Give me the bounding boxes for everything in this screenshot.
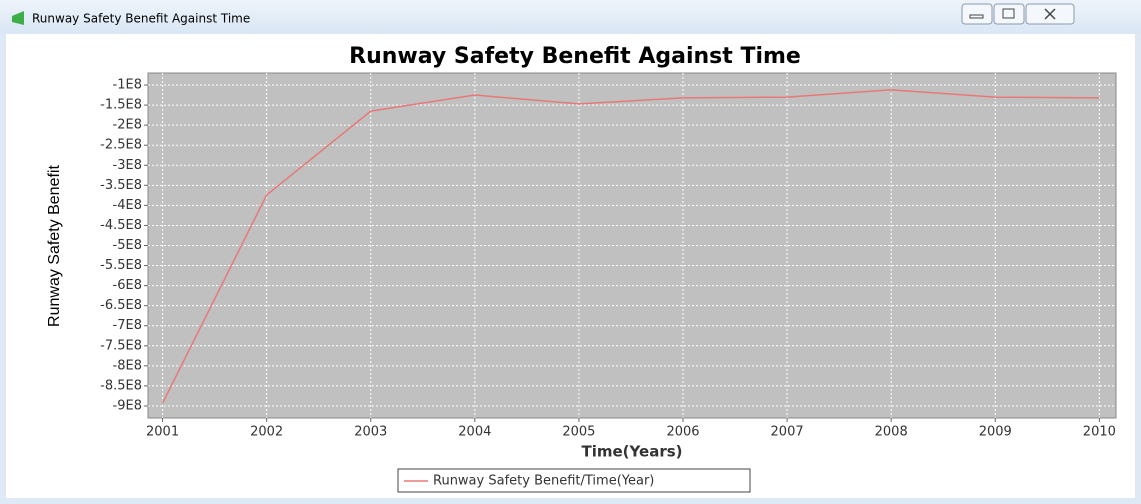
x-tick-label: 2004 — [458, 425, 491, 440]
y-tick-label: -3E8 — [113, 158, 142, 173]
window-title: Runway Safety Benefit Against Time — [32, 12, 250, 26]
y-tick-label: -4.5E8 — [100, 218, 142, 233]
x-tick-label: 2007 — [771, 425, 804, 440]
data-line — [161, 89, 1100, 404]
y-tick-label: -5.5E8 — [100, 258, 142, 273]
chart-title: Runway Safety Benefit Against Time — [349, 44, 801, 69]
x-tick-label: 2008 — [875, 425, 908, 440]
y-tick-label: -3.5E8 — [100, 178, 142, 193]
maximize-button[interactable] — [993, 3, 1025, 25]
y-tick-label: -7E8 — [113, 318, 142, 333]
title-bar — [0, 0, 1141, 34]
y-tick-label: -1.5E8 — [100, 98, 142, 113]
y-tick-label: -8.5E8 — [100, 378, 142, 393]
x-tick-label: 2001 — [146, 425, 179, 440]
y-tick-label: -4E8 — [113, 198, 142, 213]
y-tick-label: -7.5E8 — [100, 338, 142, 353]
y-tick-label: -1E8 — [113, 78, 142, 93]
y-tick-label: -9E8 — [113, 398, 142, 413]
x-tick-label: 2002 — [250, 425, 283, 440]
legend — [397, 468, 751, 493]
x-tick-label: 2010 — [1083, 425, 1116, 440]
y-axis-label: Runway Safety Benefit — [46, 165, 63, 327]
x-tick-label: 2003 — [354, 425, 387, 440]
y-tick-label: -5E8 — [113, 238, 142, 253]
legend-label: Runway Safety Benefit/Time(Year) — [433, 474, 654, 489]
y-tick-label: -2E8 — [113, 118, 142, 133]
y-tick-label: -2.5E8 — [100, 138, 142, 153]
y-tick-label: -6E8 — [113, 278, 142, 293]
x-axis-label: Time(Years) — [582, 443, 683, 461]
x-tick-label: 2005 — [562, 425, 595, 440]
close-button[interactable] — [1025, 3, 1075, 25]
app-icon — [12, 11, 24, 25]
x-tick-label: 2009 — [979, 425, 1012, 440]
y-tick-label: -8E8 — [113, 358, 142, 373]
minimize-button[interactable] — [961, 3, 993, 25]
y-tick-label: -6.5E8 — [100, 298, 142, 313]
x-tick-label: 2006 — [666, 425, 699, 440]
